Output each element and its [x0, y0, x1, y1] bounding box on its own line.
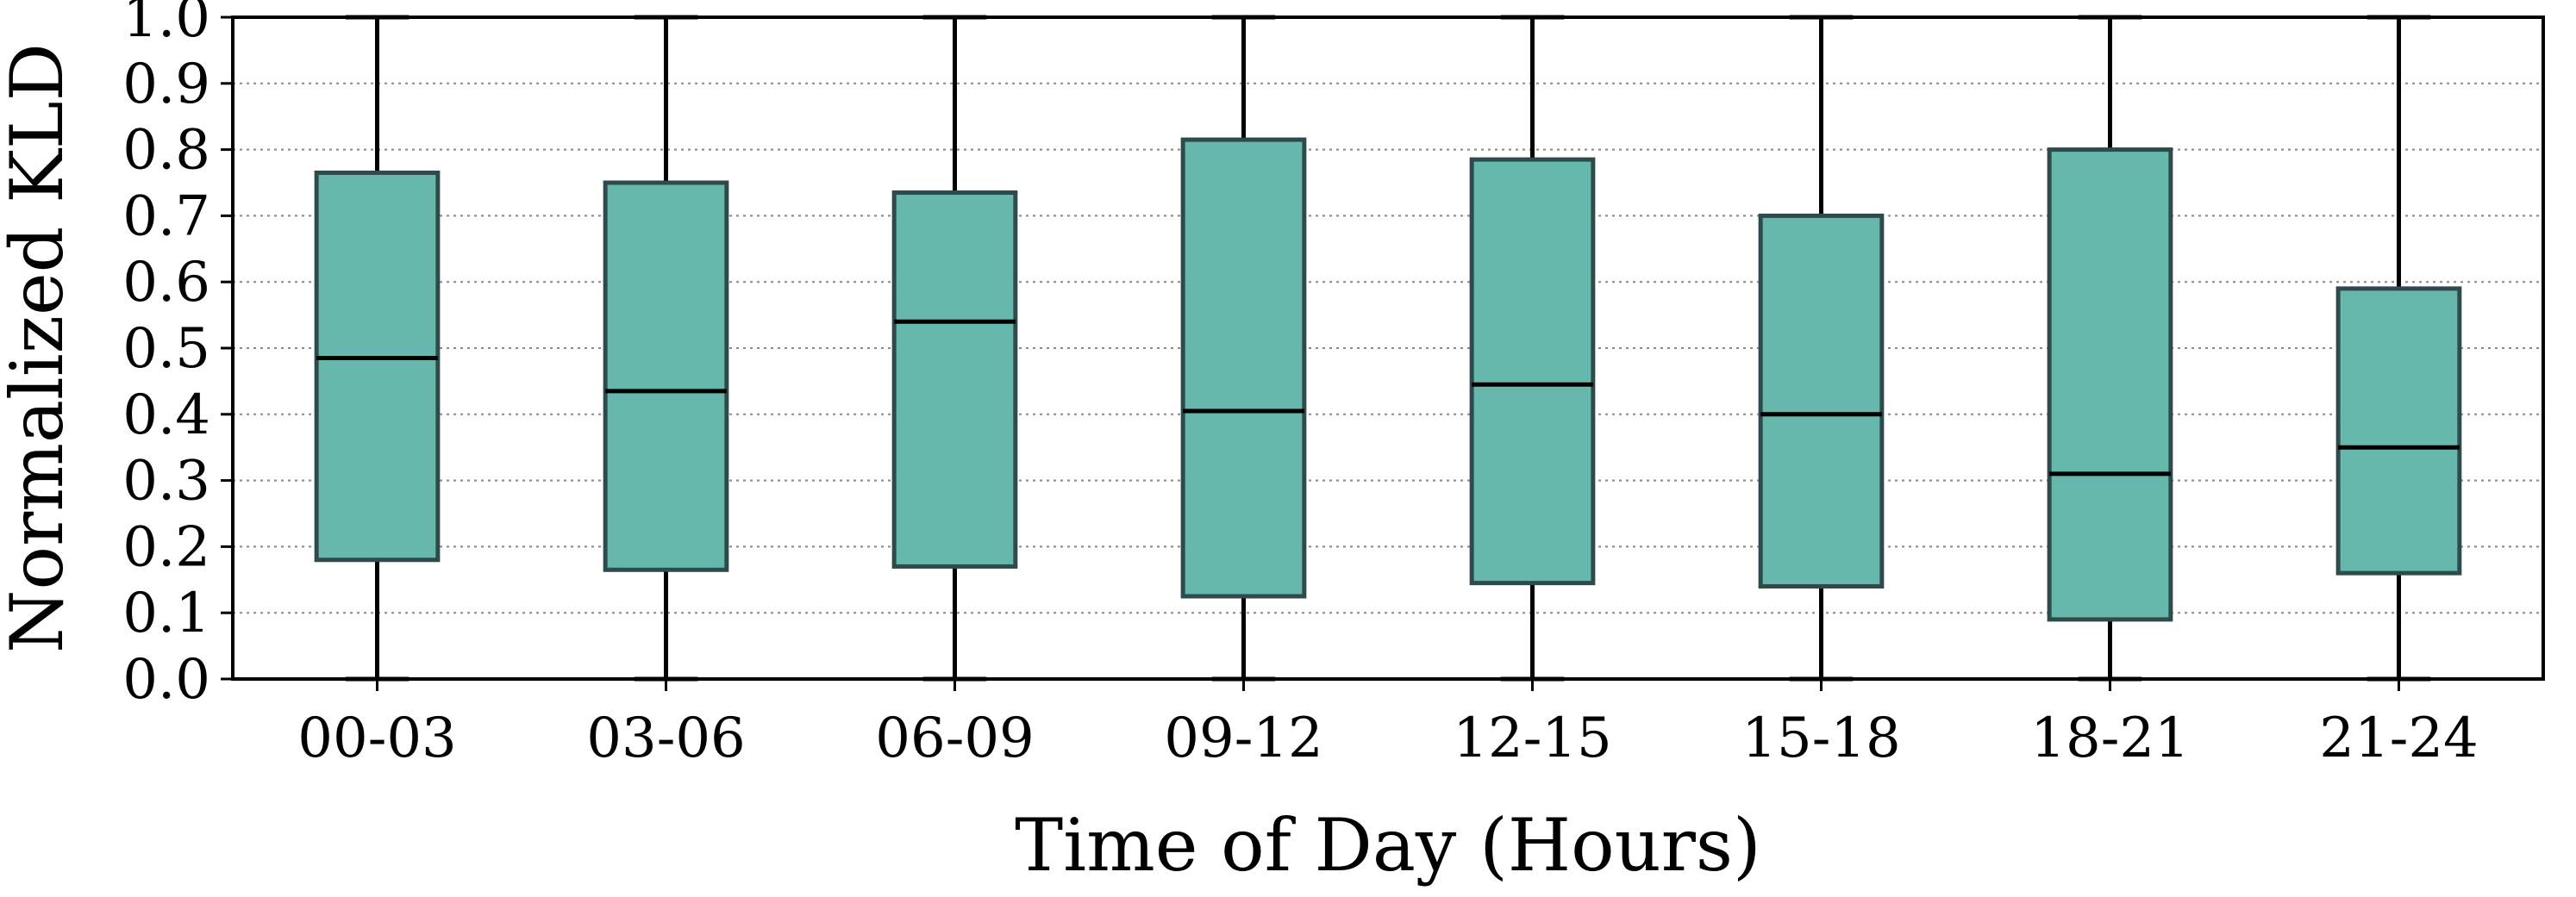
- box-series: [314, 15, 2462, 682]
- x-tick-label: 21-24: [2319, 707, 2479, 770]
- x-axis-ticks: 00-03 03-06 06-09 09-12 12-15 15-18 18-21 21-24: [297, 679, 2479, 770]
- y-axis-ticks: 0.00.10.20.30.40.50.60.70.80.91.0: [122, 0, 233, 712]
- box-iqr: [603, 180, 729, 572]
- box-06-09: [891, 15, 1018, 682]
- box-iqr: [1469, 157, 1596, 586]
- y-tick-label: 0.2: [122, 515, 210, 579]
- x-tick-label: 00-03: [297, 707, 457, 770]
- y-tick-label: 0.5: [122, 317, 210, 381]
- box-15-18: [1758, 15, 1885, 682]
- x-tick-label: 03-06: [586, 707, 746, 770]
- y-tick-label: 0.1: [122, 582, 210, 645]
- box-09-12: [1180, 15, 1307, 682]
- x-tick-label: 12-15: [1453, 707, 1612, 770]
- y-tick-label: 0.8: [122, 119, 210, 183]
- box-03-06: [603, 15, 729, 682]
- box-iqr: [891, 190, 1018, 569]
- box-12-15: [1469, 15, 1596, 682]
- y-tick-label: 1.0: [122, 0, 210, 50]
- box-iqr: [2047, 147, 2173, 622]
- box-iqr: [1180, 137, 1307, 599]
- box-18-21: [2047, 15, 2173, 682]
- box-iqr: [1758, 213, 1885, 589]
- x-axis-label: Time of Day (Hours): [1015, 803, 1761, 888]
- x-tick-label: 15-18: [1741, 707, 1901, 770]
- box-00-03: [314, 15, 441, 682]
- y-tick-label: 0.6: [122, 251, 210, 315]
- y-axis-label: Normalized KLD: [0, 43, 79, 653]
- x-tick-label: 06-09: [875, 707, 1035, 770]
- y-tick-label: 0.9: [122, 53, 210, 116]
- x-tick-label: 18-21: [2030, 707, 2190, 770]
- y-tick-label: 0.4: [122, 383, 210, 447]
- x-tick-label: 09-12: [1164, 707, 1323, 770]
- box-21-24: [2335, 15, 2462, 682]
- box-iqr: [314, 170, 441, 563]
- grid-lines: [233, 16, 2543, 680]
- y-tick-label: 0.3: [122, 450, 210, 514]
- box-iqr: [2335, 286, 2462, 576]
- y-tick-label: 0.7: [122, 184, 210, 248]
- y-tick-label: 0.0: [122, 648, 210, 712]
